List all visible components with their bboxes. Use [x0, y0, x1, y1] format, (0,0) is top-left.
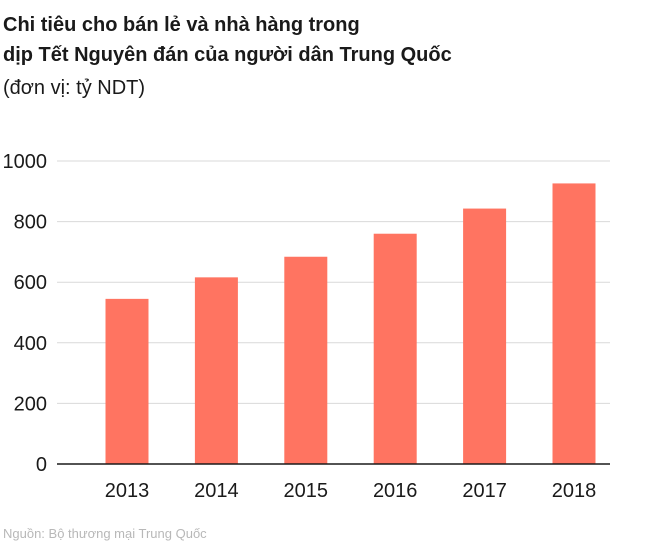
y-tick-label: 1000 — [3, 151, 48, 173]
x-tick-label: 2013 — [105, 480, 150, 502]
y-tick-label: 0 — [36, 454, 47, 476]
bar — [194, 277, 238, 464]
source-note: Nguồn: Bộ thương mại Trung Quốc — [3, 526, 207, 541]
bar — [284, 256, 328, 464]
bar — [463, 208, 507, 464]
y-tick-label: 600 — [14, 272, 47, 294]
bar — [552, 183, 596, 464]
bar — [373, 233, 417, 464]
x-tick-label: 2014 — [194, 480, 239, 502]
chart-subtitle: (đơn vị: tỷ NDT) — [3, 77, 146, 99]
x-tick-label: 2017 — [462, 480, 507, 502]
bar-chart: 0 200 400 600 800 1000 2013 2014 2015 2016 2017 201… — [3, 151, 610, 502]
chart-title-line2: dịp Tết Nguyên đán của người dân Trung Q… — [3, 44, 452, 66]
y-tick-label: 800 — [14, 212, 47, 234]
bar — [105, 298, 149, 464]
x-tick-label: 2016 — [373, 480, 418, 502]
y-tick-label: 400 — [14, 333, 47, 355]
x-tick-label: 2015 — [284, 480, 329, 502]
chart-title: Chi tiêu cho bán lẻ và nhà hàng trong dị… — [3, 10, 452, 70]
x-tick-label: 2018 — [552, 480, 597, 502]
chart-title-line1: Chi tiêu cho bán lẻ và nhà hàng trong — [3, 14, 360, 36]
y-tick-label: 200 — [14, 393, 47, 415]
